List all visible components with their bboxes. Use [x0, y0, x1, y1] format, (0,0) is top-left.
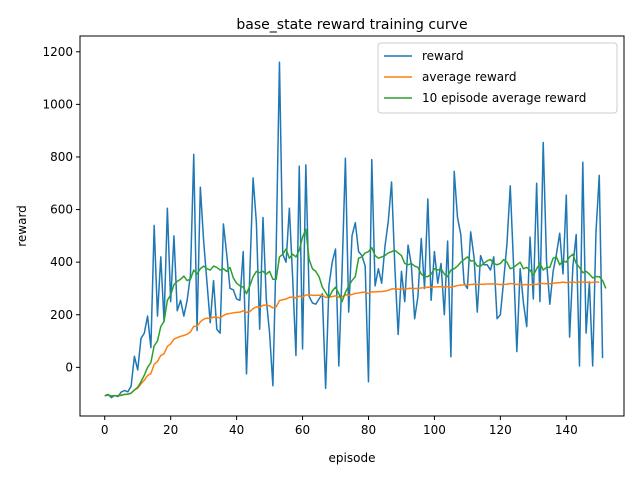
x-tick-label: 80 — [361, 423, 376, 437]
legend-label-0: reward — [422, 49, 464, 63]
x-axis-label: episode — [329, 451, 376, 465]
y-tick-label: 0 — [65, 360, 73, 374]
plot-frame — [79, 35, 625, 417]
y-tick-label: 1200 — [42, 45, 73, 59]
y-tick-label: 200 — [50, 308, 73, 322]
series-line-0 — [104, 61, 604, 399]
x-tick-label: 60 — [295, 423, 310, 437]
legend-box — [377, 42, 618, 114]
legend: reward average reward 10 episode average r… — [377, 42, 618, 114]
y-axis: 0 200 400 600 800 1000 1200 — [42, 45, 80, 374]
x-tick-label: 40 — [229, 423, 244, 437]
y-tick-label: 600 — [50, 203, 73, 217]
x-tick-label: 0 — [101, 423, 109, 437]
x-tick-label: 120 — [489, 423, 512, 437]
series-line-2 — [104, 228, 607, 397]
y-axis-label: reward — [15, 205, 29, 247]
y-tick-label: 400 — [50, 255, 73, 269]
x-axis: 0 20 40 60 80 100 120 140 — [101, 416, 578, 437]
legend-label-2: 10 episode average reward — [422, 91, 586, 105]
plot-area — [104, 61, 607, 399]
y-tick-label: 1000 — [42, 97, 73, 111]
series-line-1 — [104, 281, 600, 397]
legend-label-1: average reward — [422, 70, 517, 84]
x-tick-label: 20 — [163, 423, 178, 437]
chart-title: base_state reward training curve — [236, 17, 467, 33]
y-tick-label: 800 — [50, 150, 73, 164]
x-tick-label: 140 — [555, 423, 578, 437]
x-tick-label: 100 — [423, 423, 446, 437]
